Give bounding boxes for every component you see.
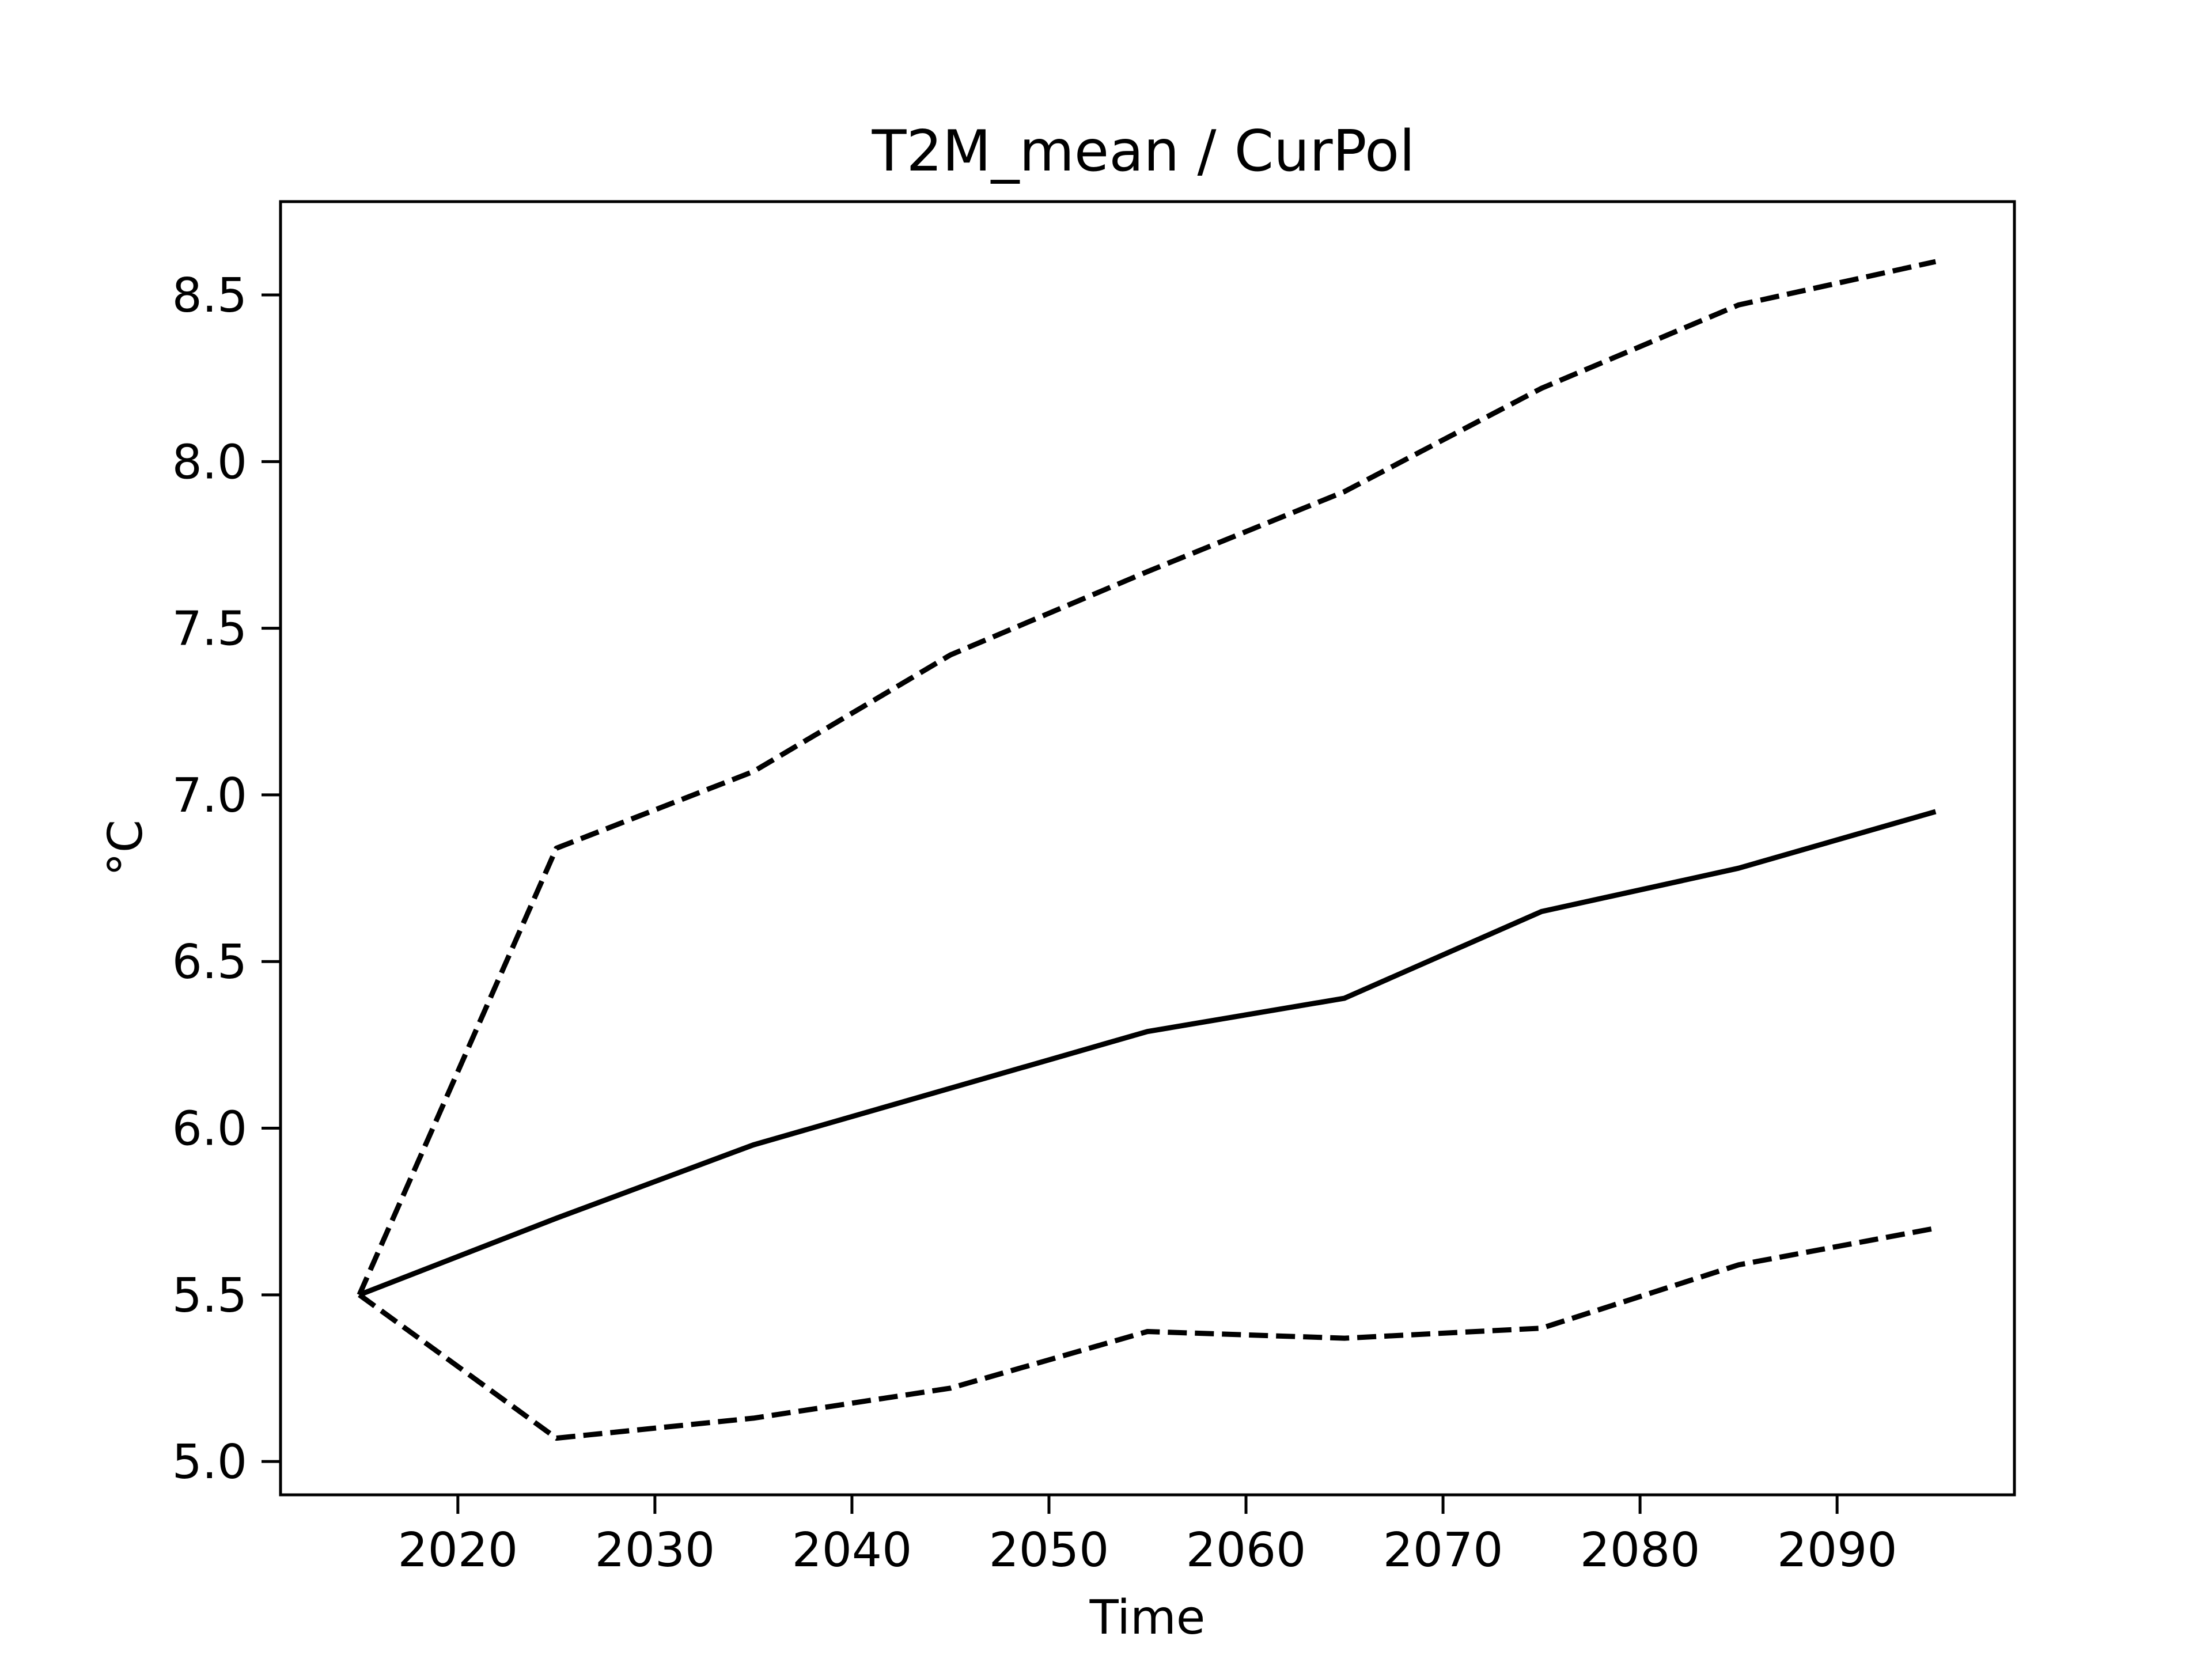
plot-frame (279, 200, 2016, 1497)
series-line-2-solid (358, 809, 1937, 1297)
series-layer (357, 259, 1937, 1441)
y-tick-label: 6.5 (172, 935, 247, 990)
x-axis-title: Time (1089, 1590, 1206, 1645)
y-tick-label: 7.0 (172, 768, 247, 823)
y-tick-label: 5.5 (172, 1268, 247, 1323)
y-tick-label: 8.0 (172, 435, 247, 490)
series-line-1-dashed (357, 259, 1937, 1296)
y-axis: 5.0 5.5 6.0 6.5 7.0 7.5 8.0 8.5 (172, 268, 281, 1490)
x-axis: 2020 2030 2040 2050 2060 2070 2080 2090 (397, 1495, 1897, 1578)
chart-title: T2M_mean / CurPol (872, 119, 1415, 184)
x-tick-label: 2060 (1186, 1523, 1306, 1578)
x-tick-label: 2090 (1777, 1523, 1897, 1578)
y-axis-title: °C (99, 820, 153, 876)
y-tick-label: 7.5 (172, 602, 247, 657)
x-tick-label: 2070 (1383, 1523, 1503, 1578)
x-tick-label: 2050 (989, 1523, 1109, 1578)
x-tick-label: 2030 (595, 1523, 715, 1578)
series-line-3-dashed (358, 1225, 1937, 1441)
x-tick-label: 2080 (1580, 1523, 1700, 1578)
y-tick-label: 6.0 (172, 1102, 247, 1157)
x-tick-label: 2020 (397, 1523, 518, 1578)
y-tick-label: 8.5 (172, 268, 247, 323)
x-tick-label: 2040 (792, 1523, 912, 1578)
y-tick-label: 5.0 (172, 1435, 247, 1490)
